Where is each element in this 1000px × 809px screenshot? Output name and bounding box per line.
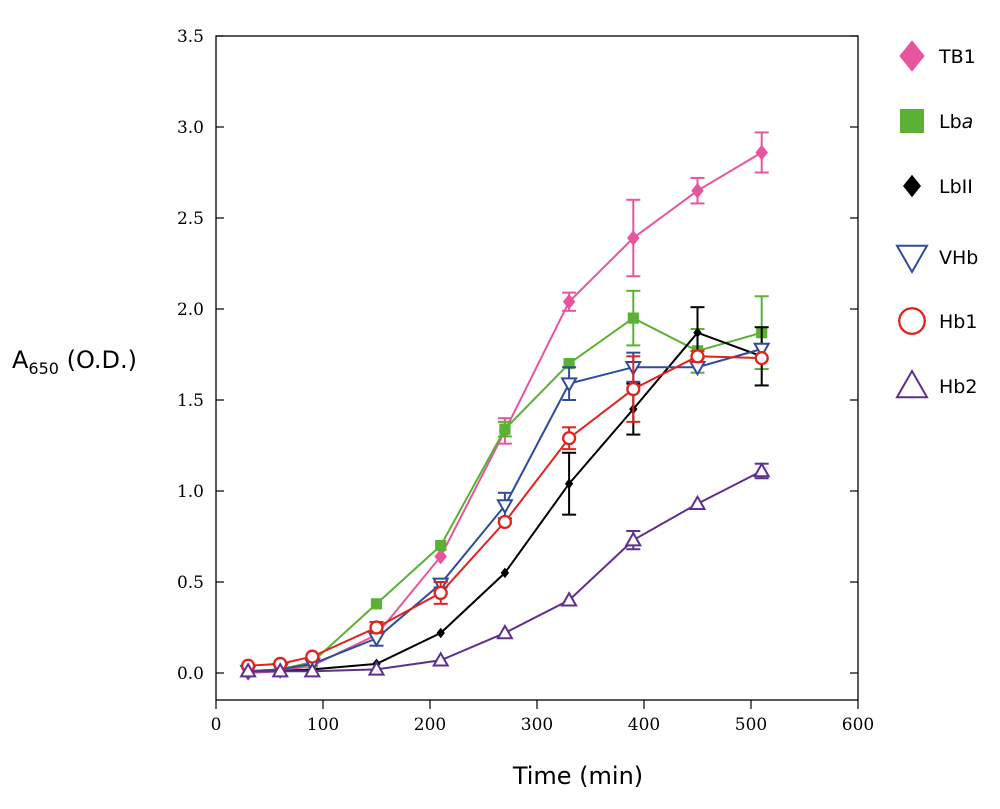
y-tick-label: 3.5 (177, 27, 204, 47)
legend-marker-hb1 (898, 307, 926, 335)
data-point-hb2 (239, 662, 257, 678)
data-point-tb1 (755, 144, 768, 161)
data-point-vhb (560, 377, 578, 393)
data-point-lbii (693, 327, 702, 338)
x-tick-label: 400 (628, 715, 660, 735)
data-point-tb1 (627, 230, 640, 246)
data-point-hb2 (560, 591, 578, 607)
y-tick-label: 3.0 (177, 118, 204, 138)
x-tick-label: 0 (211, 715, 222, 735)
data-point-lbii (436, 627, 445, 639)
data-point-lba (563, 358, 575, 370)
data-point-hb2 (271, 662, 289, 678)
x-tick-label: 600 (842, 715, 874, 735)
data-point-hb2 (431, 651, 450, 667)
data-point-lba (370, 598, 383, 610)
y-tick-label: 0.5 (177, 573, 204, 593)
y-tick-label: 1.0 (177, 482, 204, 502)
data-point-hb2 (752, 461, 771, 478)
x-tick-label: 200 (414, 715, 446, 735)
series-line-tb1 (248, 151, 763, 674)
data-point-hb1 (497, 514, 512, 530)
series-layer (239, 131, 771, 681)
data-point-tb1 (562, 293, 576, 310)
data-point-tb1 (691, 182, 704, 199)
data-point-lba (627, 312, 639, 324)
data-point-vhb (752, 342, 771, 359)
data-point-hb1 (305, 649, 320, 664)
x-axis-title: Time (min) (512, 762, 643, 790)
legend-marker-hb2 (895, 368, 929, 399)
data-point-hb2 (688, 494, 707, 510)
data-point-lba (435, 540, 447, 552)
data-point-tb1 (434, 548, 447, 565)
y-axis-title-main: A (12, 346, 29, 374)
data-point-lba (499, 423, 511, 435)
x-tick-label: 100 (307, 715, 339, 735)
y-axis-title-subscript: 650 (28, 359, 59, 378)
legend-item-hb1: Hb1 (898, 307, 977, 335)
data-point-hb1 (433, 585, 448, 601)
series-line-vhb (248, 348, 762, 673)
legend-marker-lbii (903, 174, 921, 198)
data-point-hb2 (303, 662, 322, 678)
legend-item-lba: Lba (900, 109, 973, 133)
data-point-hb1 (754, 351, 769, 366)
legend-item-tb1: TB1 (899, 40, 976, 72)
y-tick-label: 2.5 (177, 209, 204, 229)
legend-marker-vhb (895, 244, 929, 275)
y-tick-label: 2.0 (177, 300, 204, 320)
data-point-hb2 (367, 660, 386, 676)
data-point-hb2 (496, 623, 514, 640)
data-point-hb1 (369, 620, 384, 635)
legend-item-lbii: LbII (903, 174, 973, 198)
legend-label-lba: Lba (939, 111, 973, 133)
legend: TB1 Lba LbII VHb Hb1 Hb2 (895, 40, 978, 399)
x-tick-label: 500 (735, 715, 767, 735)
series-hb1 (241, 349, 769, 673)
legend-label-lbii: LbII (939, 176, 973, 198)
data-point-hb1 (561, 431, 577, 446)
y-tick-label: 0.0 (177, 664, 204, 684)
data-point-hb2 (624, 531, 643, 547)
series-line-hb1 (248, 355, 762, 667)
data-point-lbii (500, 567, 510, 579)
data-point-vhb (496, 499, 514, 515)
series-hb2 (239, 461, 771, 678)
y-axis-title-rest: (O.D.) (59, 346, 137, 374)
legend-marker-lba (900, 109, 924, 133)
y-axis-title: A650 (O.D.) (12, 346, 137, 378)
legend-marker-tb1 (899, 40, 925, 72)
legend-label-hb1: Hb1 (939, 311, 977, 333)
data-point-hb1 (690, 349, 705, 364)
x-axis-ticks: 0 100 200 300 400 500 600 (211, 700, 874, 735)
legend-item-hb2: Hb2 (895, 368, 977, 399)
data-point-lbii (564, 478, 574, 489)
series-line-hb2 (248, 470, 763, 673)
x-tick-label: 300 (521, 715, 553, 735)
legend-label-tb1: TB1 (938, 46, 976, 68)
y-axis-ticks: 0.0 0.5 1.0 1.5 2.0 2.5 3.0 3.5 (177, 27, 858, 684)
legend-label-hb2: Hb2 (939, 376, 977, 398)
legend-label-vhb: VHb (939, 247, 978, 269)
data-point-hb1 (626, 381, 641, 397)
legend-item-vhb: VHb (895, 244, 978, 275)
y-tick-label: 1.5 (177, 391, 204, 411)
